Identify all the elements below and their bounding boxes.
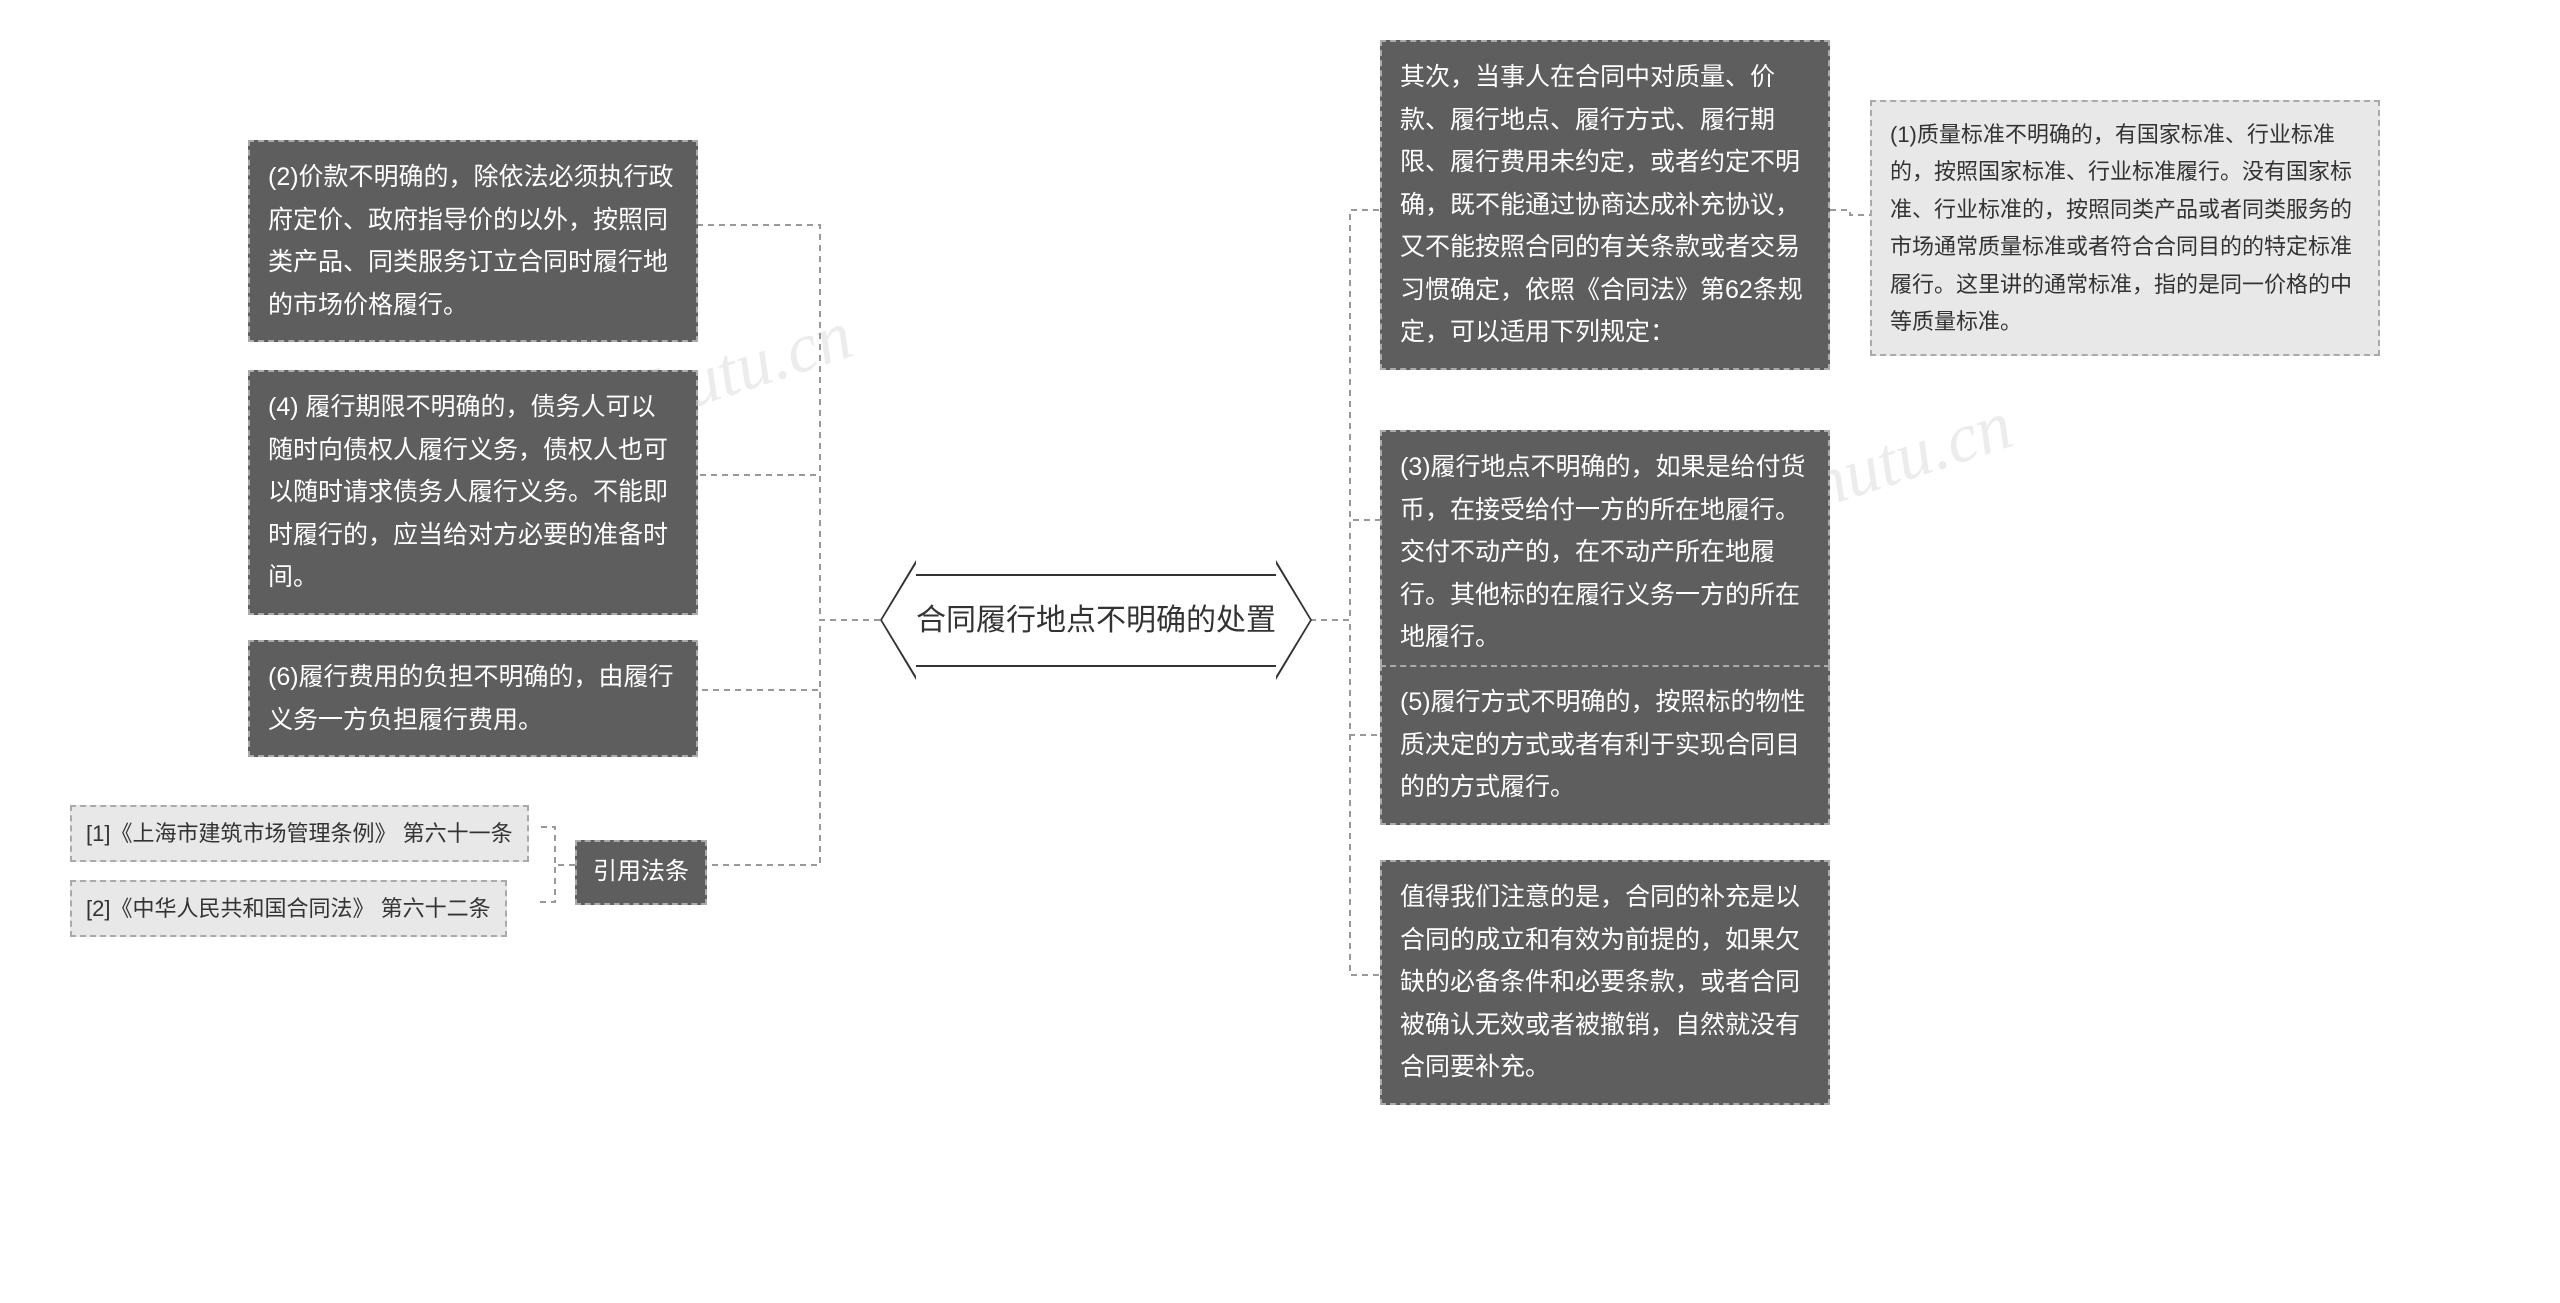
right-node-5-method: (5)履行方式不明确的，按照标的物性质决定的方式或者有利于实现合同目的的方式履行… bbox=[1380, 665, 1830, 825]
center-node: 合同履行地点不明确的处置 bbox=[880, 560, 1312, 680]
cite-label-node: 引用法条 bbox=[575, 840, 707, 905]
right-node-intro: 其次，当事人在合同中对质量、价款、履行地点、履行方式、履行期限、履行费用未约定，… bbox=[1380, 40, 1830, 370]
center-title: 合同履行地点不明确的处置 bbox=[916, 574, 1276, 667]
left-node-6-cost: (6)履行费用的负担不明确的，由履行义务一方负担履行费用。 bbox=[248, 640, 698, 757]
cite-item-2: [2]《中华人民共和国合同法》 第六十二条 bbox=[70, 880, 507, 937]
left-node-4-deadline: (4) 履行期限不明确的，债务人可以随时向债权人履行义务，债权人也可以随时请求债… bbox=[248, 370, 698, 615]
cite-item-1: [1]《上海市建筑市场管理条例》 第六十一条 bbox=[70, 805, 529, 862]
mindmap-canvas: shutu.cn shutu.cn 合同履行地点不明确的处置 (2)价款不明确的… bbox=[0, 0, 2560, 1303]
right-node-3-place: (3)履行地点不明确的，如果是给付货币，在接受给付一方的所在地履行。交付不动产的… bbox=[1380, 430, 1830, 675]
right-node-1-quality: (1)质量标准不明确的，有国家标准、行业标准的，按照国家标准、行业标准履行。没有… bbox=[1870, 100, 2380, 356]
left-node-2-price: (2)价款不明确的，除依法必须执行政府定价、政府指导价的以外，按照同类产品、同类… bbox=[248, 140, 698, 342]
right-node-note: 值得我们注意的是，合同的补充是以合同的成立和有效为前提的，如果欠缺的必备条件和必… bbox=[1380, 860, 1830, 1105]
